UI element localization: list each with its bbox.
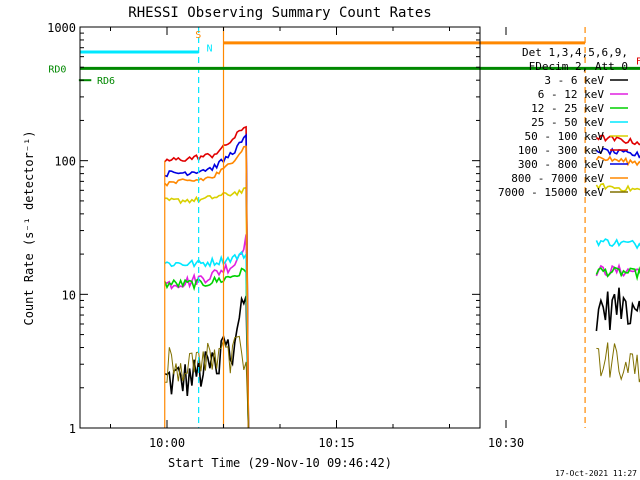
- y-tick-label: 100: [54, 155, 76, 169]
- y-tick-label: 1000: [47, 21, 76, 35]
- annotation-s: S: [195, 30, 201, 41]
- legend: Det 1,3,4,5,6,9,FDecim 2, Att 03 - 6 keV…: [498, 46, 628, 199]
- y-tick-label: 10: [62, 288, 76, 302]
- y-tick-label: 1: [69, 422, 76, 436]
- generation-timestamp: 17-Oct-2021 11:27: [555, 469, 637, 478]
- annotation-rd6: RD6: [97, 76, 115, 87]
- legend-header: FDecim 2, Att 0: [529, 60, 628, 73]
- series-line-50-100-kev: [164, 182, 640, 429]
- series-line-12-25-kev: [163, 266, 640, 429]
- series-line-300-800-kev: [164, 133, 640, 429]
- x-tick-label: 10:15: [318, 436, 354, 450]
- legend-label: 6 - 12 keV: [538, 88, 605, 101]
- legend-label: 50 - 100 keV: [525, 130, 605, 143]
- plot-area: RD0 RD6 SN F: [48, 27, 640, 429]
- annotation-f: F: [636, 57, 640, 68]
- legend-label: 7000 - 15000 keV: [498, 186, 604, 199]
- annotation-n: N: [207, 44, 213, 55]
- series-line-100-300-kev: [164, 125, 640, 429]
- legend-header: Det 1,3,4,5,6,9,: [522, 46, 628, 59]
- legend-label: 100 - 300 keV: [518, 144, 604, 157]
- legend-label: 25 - 50 keV: [531, 116, 604, 129]
- series-line-800-7000-kev: [164, 145, 640, 429]
- legend-label: 300 - 800 keV: [518, 158, 604, 171]
- x-tick-label: 10:00: [149, 436, 185, 450]
- chart-title: RHESSI Observing Summary Count Rates: [128, 5, 431, 21]
- legend-label: 12 - 25 keV: [531, 102, 604, 115]
- x-tick-label: 10:30: [488, 436, 524, 450]
- legend-label: 800 - 7000 keV: [511, 172, 604, 185]
- series-line-7000-15000-kev: [164, 335, 640, 429]
- y-axis-label: Count Rate (s⁻¹ detector⁻¹): [22, 130, 36, 325]
- series-line-25-50-kev: [164, 238, 640, 429]
- legend-label: 3 - 6 keV: [544, 74, 604, 87]
- annotation-rd0: RD0: [48, 64, 66, 75]
- x-axis-label: Start Time (29-Nov-10 09:46:42): [168, 456, 392, 470]
